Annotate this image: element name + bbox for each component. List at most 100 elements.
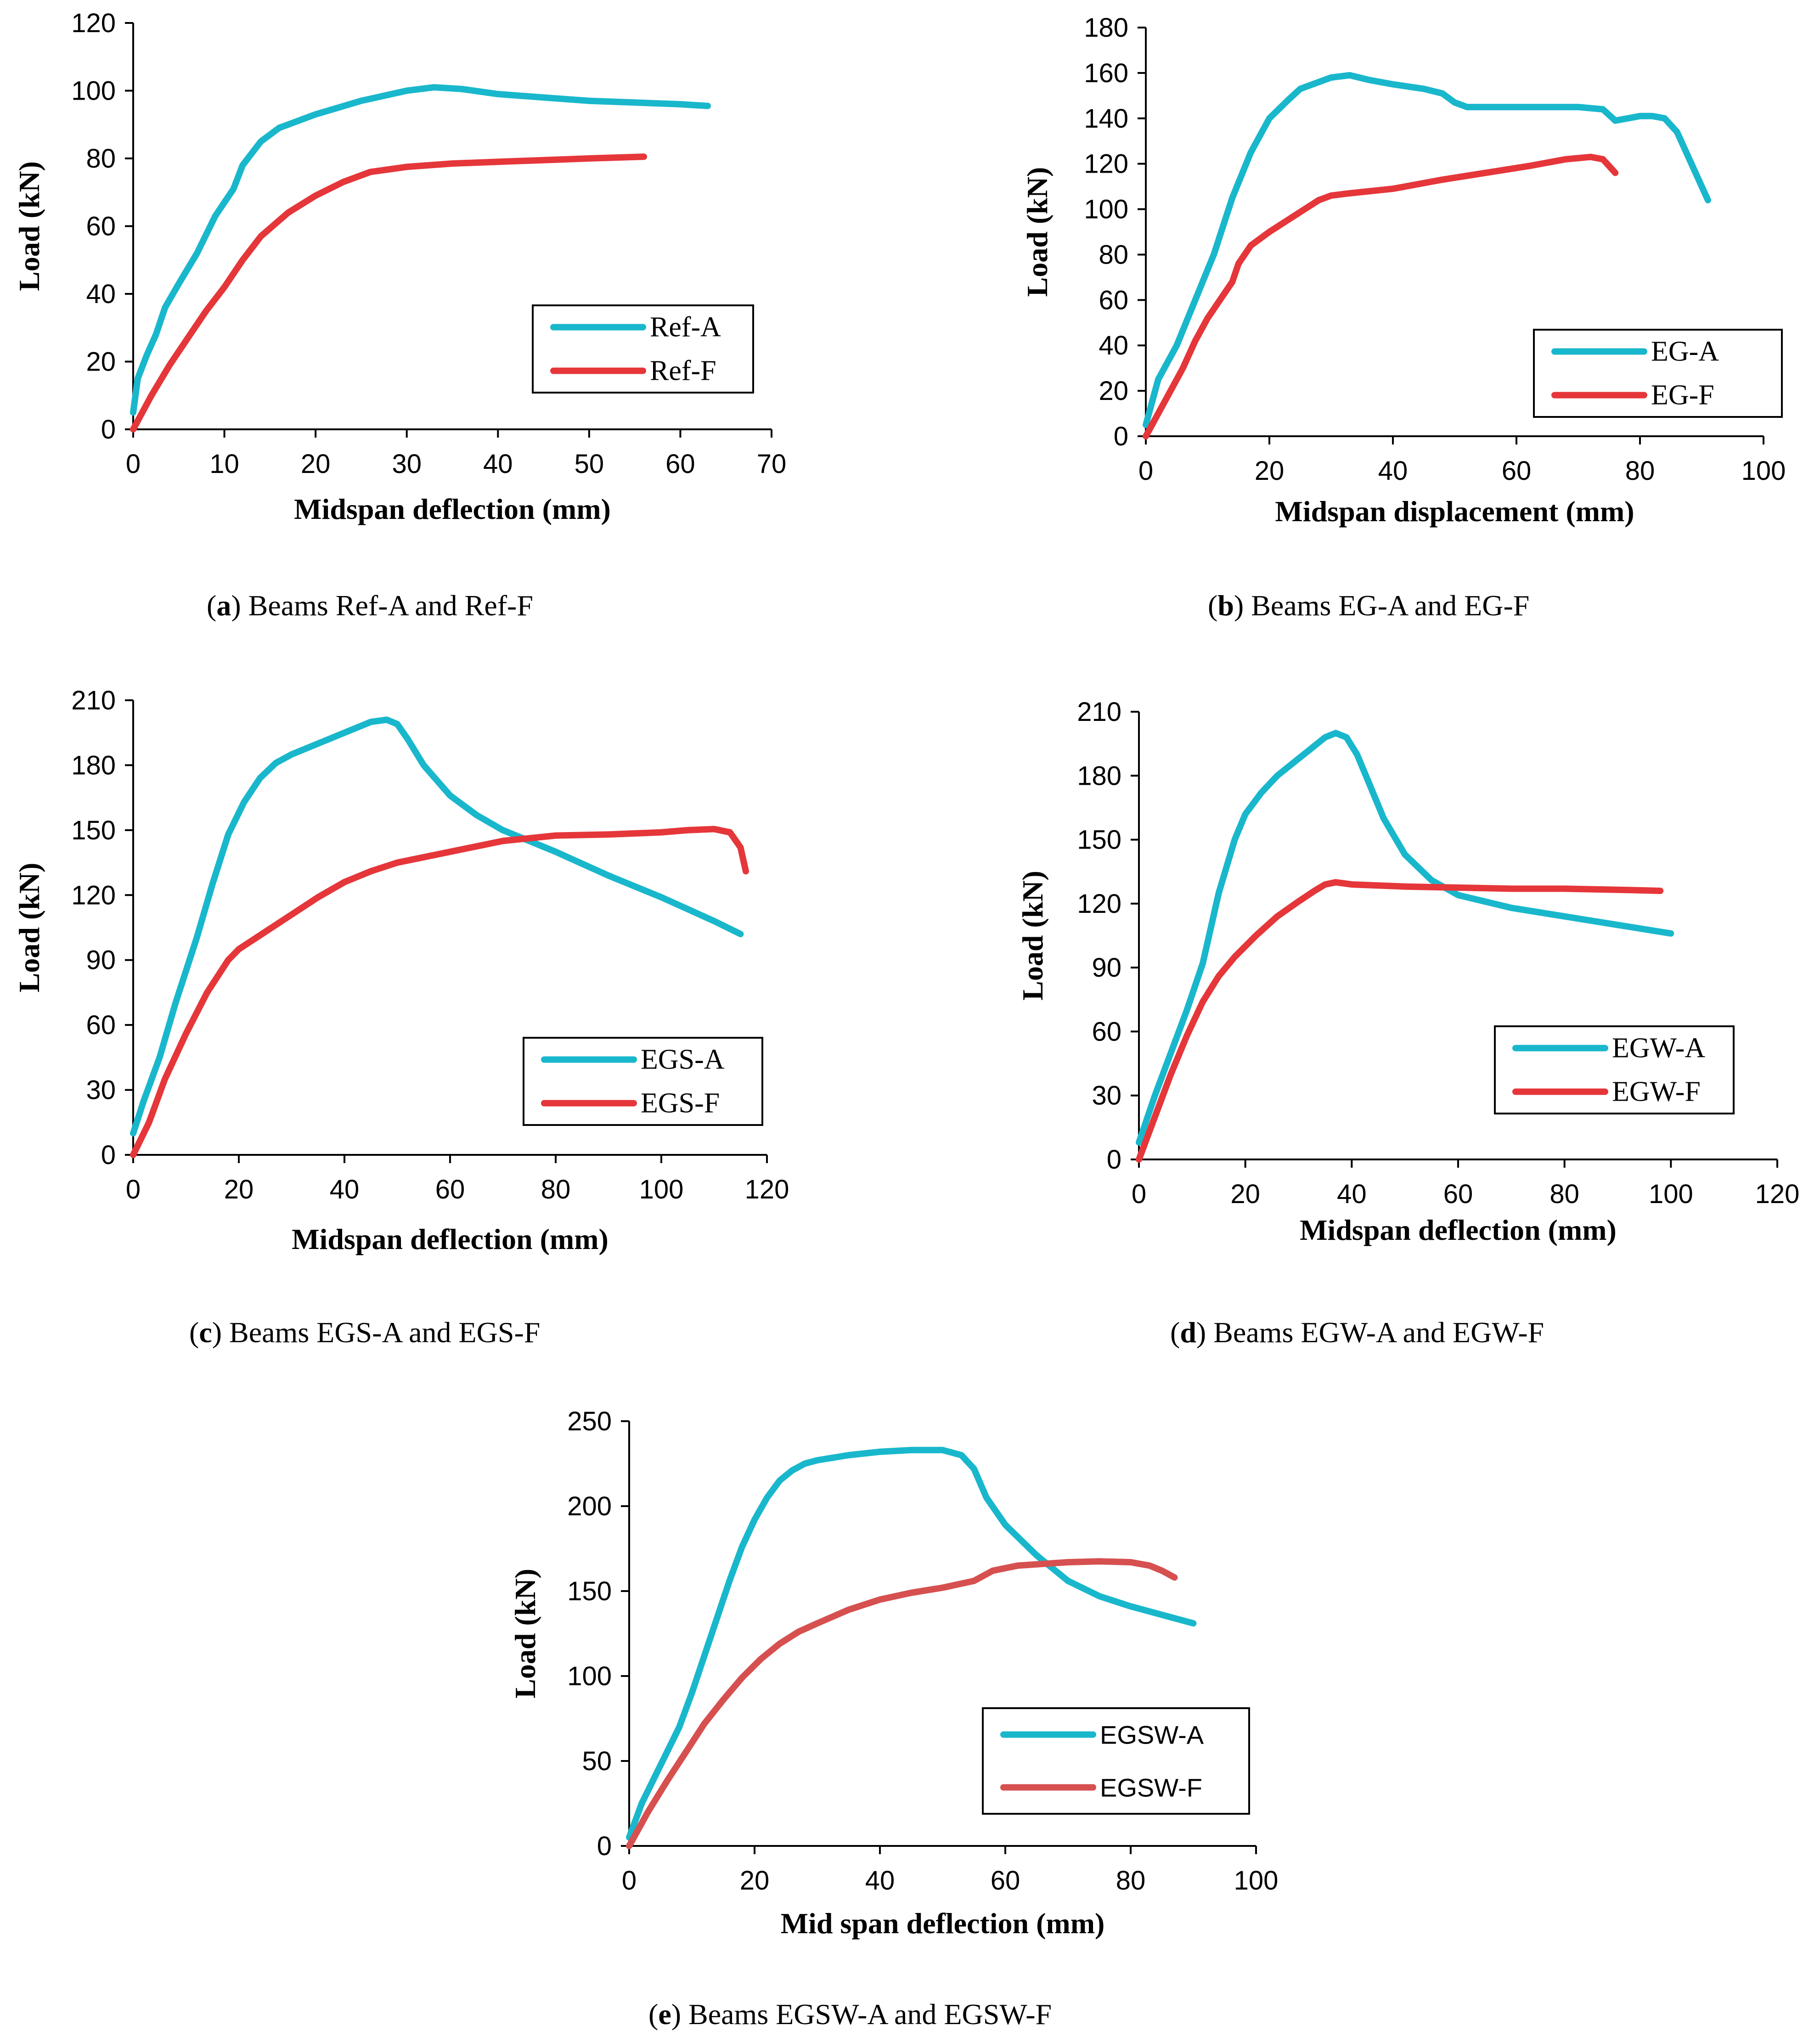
x-tick-label: 60	[665, 449, 695, 479]
y-tick-label: 160	[1084, 58, 1128, 88]
y-tick-label: 210	[1077, 697, 1121, 727]
series-line-EGSW-A	[626, 1446, 1197, 1841]
y-tick-label: 150	[567, 1576, 612, 1606]
x-tick-label: 80	[1550, 1179, 1579, 1209]
legend-label-Ref-A: Ref-A	[650, 312, 721, 343]
y-tick-label: 20	[1099, 376, 1128, 406]
y-tick-label: 210	[71, 686, 116, 715]
series-line-EG-F	[1143, 153, 1619, 439]
x-tick-label: 20	[1255, 456, 1285, 486]
x-tick-label: 120	[745, 1175, 789, 1204]
legend-box	[1494, 1025, 1735, 1114]
legend-box	[523, 1037, 763, 1126]
x-axis-title: Midspan deflection (mm)	[1300, 1214, 1617, 1246]
y-axis-title: Load (kN)	[1021, 167, 1054, 297]
x-tick-label: 30	[392, 449, 422, 479]
x-tick-label: 60	[1443, 1179, 1473, 1209]
y-tick-label: 90	[86, 945, 116, 975]
y-tick-label: 0	[1107, 1145, 1121, 1175]
series-line-EGS-A	[130, 716, 744, 1136]
caption-b-letter: b	[1217, 589, 1234, 622]
y-tick-label: 120	[71, 8, 116, 38]
y-tick-label: 0	[101, 1140, 116, 1170]
y-tick-label: 150	[71, 816, 116, 845]
x-tick-label: 20	[1230, 1179, 1260, 1209]
y-tick-label: 180	[1084, 13, 1128, 43]
x-tick-label: 60	[1502, 456, 1532, 486]
caption-c-text: Beams EGS-A and EGS-F	[229, 1316, 541, 1349]
legend-label-EGW-A: EGW-A	[1612, 1033, 1705, 1064]
series-line-EGS-F	[130, 826, 749, 1158]
y-axis-title: Load (kN)	[13, 161, 45, 291]
y-tick-label: 200	[567, 1491, 612, 1521]
y-axis-title: Load (kN)	[509, 1569, 541, 1699]
caption-b-text: Beams EG-A and EG-F	[1251, 589, 1530, 622]
y-axis-title: Load (kN)	[1016, 871, 1049, 1001]
y-tick-label: 140	[1084, 104, 1128, 134]
x-tick-label: 0	[126, 449, 141, 479]
x-tick-label: 60	[991, 1866, 1020, 1896]
y-tick-label: 100	[567, 1661, 612, 1691]
caption-e: (e) Beams EGSW-A and EGSW-F	[648, 1998, 1052, 2031]
caption-d-text: Beams EGW-A and EGW-F	[1213, 1316, 1544, 1349]
y-tick-label: 180	[71, 750, 116, 780]
caption-a: (a) Beams Ref-A and Ref-F	[207, 589, 533, 622]
y-tick-label: 0	[597, 1831, 612, 1861]
caption-e-letter: e	[658, 1998, 671, 2031]
y-axis-title: Load (kN)	[13, 863, 45, 993]
x-tick-label: 40	[483, 449, 513, 479]
legend-label-EGS-F: EGS-F	[641, 1088, 720, 1119]
series-line-EGW-F	[1136, 879, 1664, 1163]
x-tick-label: 40	[1378, 456, 1408, 486]
legend-label-EG-A: EG-A	[1651, 336, 1719, 367]
y-tick-label: 30	[1092, 1081, 1121, 1111]
x-tick-label: 100	[1234, 1866, 1279, 1896]
series-line-Ref-A	[130, 84, 711, 416]
series-line-EGSW-F	[626, 1558, 1178, 1849]
y-tick-label: 80	[1099, 240, 1128, 270]
x-tick-label: 70	[757, 449, 787, 479]
x-tick-label: 50	[575, 449, 604, 479]
y-tick-label: 40	[1099, 331, 1128, 360]
x-tick-label: 20	[301, 449, 331, 479]
y-tick-label: 120	[1077, 889, 1121, 919]
y-tick-label: 30	[86, 1075, 116, 1105]
y-tick-label: 0	[1114, 422, 1128, 451]
x-tick-label: 100	[1741, 456, 1786, 486]
y-tick-label: 100	[71, 76, 116, 106]
chart-panel-b: 0 20 40 60 80 100 0 20 40 60 80 100 120 140 160 180 Mids…	[1021, 13, 1786, 528]
legend-label-EGS-A: EGS-A	[641, 1044, 725, 1075]
caption-b: (b) Beams EG-A and EG-F	[1208, 589, 1530, 622]
x-tick-label: 10	[209, 449, 239, 479]
legend-box	[532, 304, 754, 394]
x-axis-title: Mid span deflection (mm)	[781, 1907, 1105, 1940]
x-axis-title: Midspan deflection (mm)	[292, 1223, 609, 1255]
chart-panel-d: 0 20 40 60 80 100 120 0 30 60 90 120 150 180 210 Midspa…	[1016, 697, 1799, 1246]
y-tick-label: 50	[582, 1746, 612, 1776]
caption-a-letter: a	[216, 589, 231, 622]
legend-label-EGW-F: EGW-F	[1612, 1076, 1701, 1108]
y-tick-label: 40	[86, 279, 116, 309]
y-tick-label: 120	[1084, 149, 1128, 179]
x-tick-label: 100	[1649, 1179, 1693, 1209]
x-tick-label: 40	[1337, 1179, 1367, 1209]
y-tick-label: 60	[86, 212, 116, 242]
y-tick-label: 180	[1077, 761, 1121, 791]
legend-label-EG-F: EG-F	[1651, 380, 1714, 411]
chart-panel-e: 0 20 40 60 80 100 0 50 100 150 200 250 Mid span defl…	[509, 1406, 1279, 1940]
x-tick-label: 40	[865, 1866, 895, 1896]
caption-c-letter: c	[199, 1316, 212, 1349]
x-tick-label: 0	[1138, 456, 1153, 486]
legend-label-EGSW-A: EGSW-A	[1100, 1721, 1204, 1749]
legend-box	[1533, 329, 1783, 418]
x-tick-label: 0	[126, 1175, 141, 1204]
y-tick-label: 0	[101, 415, 116, 444]
x-tick-label: 40	[330, 1175, 360, 1204]
legend-label-EGSW-F: EGSW-F	[1100, 1773, 1202, 1802]
x-tick-label: 80	[1116, 1866, 1146, 1896]
y-tick-label: 120	[71, 880, 116, 910]
x-axis-title: Midspan displacement (mm)	[1275, 495, 1634, 528]
x-tick-label: 0	[622, 1866, 637, 1896]
x-axis-title: Midspan deflection (mm)	[294, 493, 611, 525]
